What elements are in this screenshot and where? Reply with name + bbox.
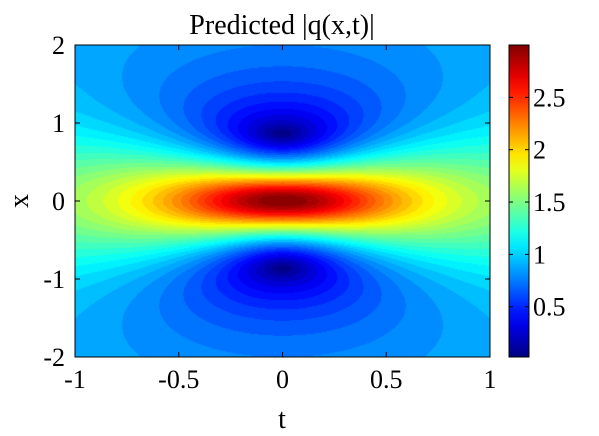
chart-title: Predicted |q(x,t)| [189,10,374,41]
y-tick-label: -1 [43,265,65,294]
y-tick-label: -2 [43,343,65,372]
x-axis-label: t [278,404,286,435]
colorbar-tick-label: 2.5 [533,83,566,112]
y-axis-ticks: -2 -1 0 1 2 [43,31,490,372]
colorbar-ticks: 0.5 1 1.5 2 2.5 [509,83,566,322]
colorbar-tick-label: 1.5 [533,188,566,217]
y-tick-label: 0 [52,187,65,216]
heatmap-canvas [75,45,490,357]
plot-area [75,45,490,357]
colorbar-tick-label: 0.5 [533,293,566,322]
x-tick-label: 0 [276,365,289,394]
colorbar: 0.5 1 1.5 2 2.5 [508,44,566,358]
x-tick-label: 1 [484,365,497,394]
colorbar-tick-label: 2 [533,136,546,165]
x-tick-label: 0.5 [370,365,403,394]
y-axis-label: x [4,194,35,208]
y-tick-label: 1 [52,109,65,138]
x-axis-ticks: -1 -0.5 0 0.5 1 [64,45,497,394]
colorbar-tick-label: 1 [533,240,546,269]
x-tick-label: -0.5 [158,365,199,394]
colorbar-bar [508,44,530,358]
x-tick-label: -1 [64,365,86,394]
y-tick-label: 2 [52,31,65,60]
